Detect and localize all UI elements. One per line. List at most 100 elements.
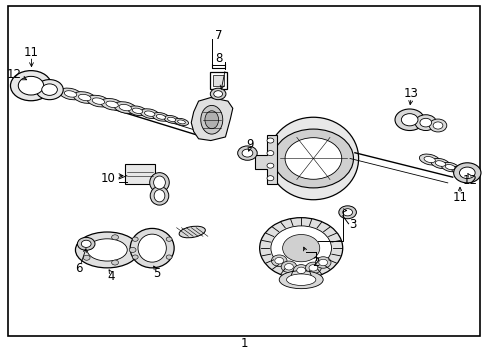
Circle shape — [267, 150, 274, 156]
Text: 6: 6 — [75, 262, 83, 275]
Ellipse shape — [268, 117, 359, 200]
Circle shape — [343, 209, 352, 216]
Circle shape — [260, 218, 343, 279]
Polygon shape — [191, 98, 233, 140]
Ellipse shape — [179, 226, 205, 238]
Ellipse shape — [59, 88, 82, 100]
Ellipse shape — [114, 102, 137, 113]
Ellipse shape — [152, 113, 170, 121]
Text: 4: 4 — [107, 270, 114, 283]
Ellipse shape — [150, 173, 169, 192]
Ellipse shape — [164, 116, 179, 123]
Ellipse shape — [101, 99, 123, 110]
Bar — [213, 75, 224, 86]
Text: 12: 12 — [462, 174, 477, 186]
Circle shape — [267, 163, 274, 168]
Ellipse shape — [201, 105, 223, 134]
Circle shape — [273, 129, 353, 188]
Circle shape — [242, 149, 253, 157]
Circle shape — [42, 84, 57, 95]
Circle shape — [339, 206, 356, 219]
Circle shape — [267, 176, 274, 181]
Ellipse shape — [87, 239, 127, 261]
Circle shape — [129, 247, 136, 252]
Circle shape — [281, 261, 297, 273]
Ellipse shape — [419, 154, 440, 165]
Text: 11: 11 — [452, 192, 467, 204]
Circle shape — [275, 257, 284, 264]
Circle shape — [166, 237, 172, 241]
Text: 9: 9 — [246, 138, 254, 151]
Ellipse shape — [75, 232, 139, 268]
Text: 10: 10 — [101, 172, 116, 185]
Ellipse shape — [130, 228, 174, 268]
Ellipse shape — [205, 111, 219, 129]
Circle shape — [316, 257, 331, 268]
Text: 7: 7 — [215, 29, 222, 42]
Ellipse shape — [279, 271, 323, 289]
Circle shape — [10, 71, 51, 101]
Circle shape — [214, 91, 222, 97]
Circle shape — [83, 240, 90, 245]
Polygon shape — [255, 135, 277, 184]
Ellipse shape — [138, 234, 166, 262]
Text: 8: 8 — [215, 51, 222, 64]
Circle shape — [309, 265, 318, 271]
Circle shape — [166, 255, 172, 259]
Text: 13: 13 — [404, 87, 418, 100]
Ellipse shape — [177, 120, 185, 124]
Circle shape — [112, 235, 119, 240]
Circle shape — [81, 240, 91, 247]
Ellipse shape — [128, 106, 147, 116]
Circle shape — [112, 260, 119, 265]
Circle shape — [294, 265, 309, 276]
Circle shape — [319, 259, 328, 266]
Ellipse shape — [150, 186, 169, 205]
Circle shape — [77, 237, 95, 250]
Ellipse shape — [464, 171, 472, 176]
Circle shape — [420, 118, 432, 127]
Circle shape — [433, 122, 443, 129]
Ellipse shape — [132, 108, 143, 113]
Ellipse shape — [461, 170, 476, 177]
Circle shape — [306, 262, 321, 274]
Ellipse shape — [92, 98, 105, 104]
Bar — [125, 164, 155, 184]
Ellipse shape — [140, 109, 159, 118]
Ellipse shape — [445, 165, 455, 170]
Ellipse shape — [435, 161, 445, 166]
Circle shape — [297, 267, 306, 274]
Text: 5: 5 — [153, 267, 161, 280]
Circle shape — [429, 119, 447, 132]
Ellipse shape — [287, 274, 316, 285]
Ellipse shape — [106, 101, 118, 108]
Circle shape — [271, 226, 331, 270]
Text: 12: 12 — [7, 68, 22, 81]
Text: 2: 2 — [312, 256, 319, 269]
Ellipse shape — [441, 162, 459, 172]
Ellipse shape — [174, 118, 189, 125]
Circle shape — [460, 167, 475, 179]
Ellipse shape — [64, 91, 77, 97]
Circle shape — [132, 255, 138, 259]
Text: 11: 11 — [24, 46, 39, 59]
Circle shape — [210, 88, 226, 100]
Circle shape — [267, 138, 274, 143]
Ellipse shape — [74, 92, 96, 103]
Bar — [210, 72, 227, 89]
Circle shape — [271, 255, 287, 266]
Text: 3: 3 — [349, 218, 356, 231]
Circle shape — [415, 115, 437, 131]
Ellipse shape — [119, 104, 131, 111]
Ellipse shape — [145, 111, 155, 116]
Ellipse shape — [456, 168, 465, 173]
Ellipse shape — [168, 117, 176, 122]
Circle shape — [285, 264, 294, 270]
Ellipse shape — [154, 190, 165, 202]
Circle shape — [395, 109, 424, 131]
Circle shape — [18, 76, 44, 95]
Ellipse shape — [424, 157, 435, 163]
Ellipse shape — [154, 176, 165, 189]
Text: 1: 1 — [240, 337, 248, 350]
Circle shape — [238, 146, 257, 160]
